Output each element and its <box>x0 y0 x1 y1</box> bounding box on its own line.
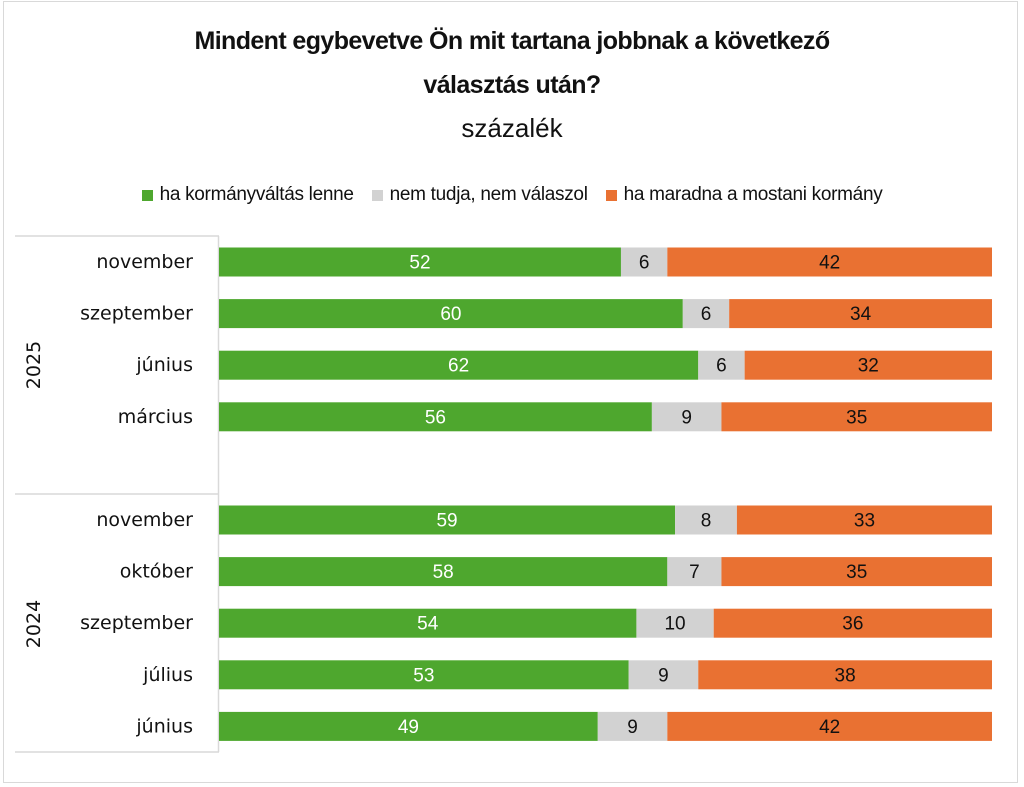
bar-segment-change <box>219 299 683 329</box>
legend-swatch-stay <box>605 189 617 201</box>
data-label: 6 <box>716 356 727 377</box>
bar-segment-stay <box>698 660 992 690</box>
bar-segment-stay <box>713 608 992 638</box>
chart-title: Mindent egybevetve Ön mit tartana jobbna… <box>194 27 830 55</box>
bar-segment-dontknow <box>675 505 737 535</box>
chart-subtitle: százalék <box>461 113 563 143</box>
data-label: 32 <box>858 356 879 377</box>
bar-segment-change <box>219 608 637 638</box>
data-label: 9 <box>681 407 692 428</box>
data-label: 59 <box>436 511 457 532</box>
legend: ha kormányváltás lenne nem tudja, nem vá… <box>0 184 1024 206</box>
bar-segment-change <box>219 505 676 535</box>
data-label: 6 <box>701 304 712 325</box>
data-label: 42 <box>819 253 840 274</box>
chart-title-line2: választás után? <box>423 71 601 99</box>
bar-segment-stay <box>721 402 992 432</box>
chart-frame <box>3 1 1018 783</box>
legend-swatch-change <box>141 189 153 201</box>
bar-segment-stay <box>721 557 992 587</box>
category-label: október <box>120 561 193 583</box>
bar-segment-dontknow <box>698 350 745 380</box>
bar-segment-dontknow <box>682 299 730 329</box>
data-label: 35 <box>846 407 867 428</box>
bar-segment-dontknow <box>667 557 722 587</box>
bar-segment-change <box>219 402 652 432</box>
bar-segment-dontknow <box>651 402 722 432</box>
legend-item-change: ha kormányváltás lenne <box>141 184 354 206</box>
data-label: 8 <box>701 511 712 532</box>
legend-swatch-dontknow <box>371 189 383 201</box>
group-label-2025: 2025 <box>23 341 45 389</box>
bar-segment-change <box>219 557 668 587</box>
legend-label-dontknow: nem tudja, nem válaszol <box>389 184 588 205</box>
category-label: július <box>142 664 193 686</box>
data-label: 62 <box>448 356 469 377</box>
category-label: november <box>96 509 193 531</box>
legend-item-dontknow: nem tudja, nem válaszol <box>371 184 588 206</box>
data-label: 56 <box>425 407 446 428</box>
bar-segment-change <box>219 350 699 380</box>
data-label: 35 <box>846 562 867 583</box>
bar-segment-stay <box>667 247 992 277</box>
data-label: 10 <box>664 614 685 635</box>
legend-item-stay: ha maradna a mostani kormány <box>605 184 883 206</box>
group-label-2024: 2024 <box>23 600 45 648</box>
data-label: 9 <box>627 717 638 738</box>
category-label: november <box>96 251 193 273</box>
bar-segment-dontknow <box>620 247 668 277</box>
category-label: június <box>135 354 193 376</box>
data-label: 49 <box>398 717 419 738</box>
bar-segment-change <box>219 247 621 277</box>
category-label: március <box>118 406 193 428</box>
bar-segment-change <box>219 660 629 690</box>
data-label: 52 <box>409 253 430 274</box>
bar-segment-stay <box>736 505 992 535</box>
data-label: 38 <box>835 665 856 686</box>
bar-segment-stay <box>744 350 992 380</box>
bar-segment-dontknow <box>628 660 699 690</box>
data-label: 42 <box>819 717 840 738</box>
bar-segment-stay <box>729 299 992 329</box>
legend-label-change: ha kormányváltás lenne <box>159 184 354 205</box>
data-label: 36 <box>842 614 863 635</box>
bar-segment-dontknow <box>597 711 668 741</box>
category-label: szeptember <box>80 303 193 325</box>
data-label: 33 <box>854 511 875 532</box>
category-label: szeptember <box>80 612 193 634</box>
data-label: 9 <box>658 665 669 686</box>
data-label: 60 <box>440 304 461 325</box>
category-label: június <box>135 715 193 737</box>
data-label: 54 <box>417 614 439 635</box>
bar-segment-dontknow <box>636 608 714 638</box>
data-label: 6 <box>639 253 650 274</box>
legend-label-stay: ha maradna a mostani kormány <box>623 184 883 205</box>
bar-segment-stay <box>667 711 992 741</box>
bar-segment-change <box>219 711 598 741</box>
data-label: 58 <box>433 562 454 583</box>
data-label: 34 <box>850 304 872 325</box>
data-label: 7 <box>689 562 700 583</box>
data-label: 53 <box>413 665 434 686</box>
